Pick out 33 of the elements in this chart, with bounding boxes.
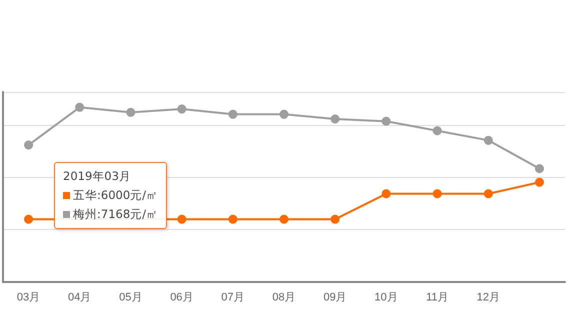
point [228,110,238,119]
point [382,116,391,126]
point [75,102,84,112]
point [484,136,493,145]
x-tick-label: 08月 [272,292,296,304]
point [228,214,238,224]
point [432,126,442,136]
x-tick-label: 05月 [119,292,142,304]
x-tick-label: 11月 [426,292,448,304]
point [280,110,288,119]
point [484,189,493,198]
x-tick-label: 06月 [170,292,194,304]
point [534,178,544,187]
point [330,214,340,224]
x-tick-label: 09月 [323,292,347,304]
point [534,164,544,174]
x-tick-label: 04月 [68,292,92,304]
point [432,189,442,198]
point [126,108,136,117]
point [280,214,288,224]
point [177,104,186,114]
x-tick-label: 12月 [476,292,500,304]
x-tick-label: 07月 [221,292,245,304]
x-tick-label: 03月 [16,292,40,304]
x-tick-label: 10月 [374,292,398,304]
point [24,140,34,150]
point [177,214,186,224]
point [24,214,34,224]
point [382,189,391,198]
annotation: 2019年03月 [63,168,132,185]
point [330,114,340,124]
annotation: 梅州:7168元/㎡ [72,206,158,223]
annotation: 五华:6000元/㎡ [72,187,158,204]
